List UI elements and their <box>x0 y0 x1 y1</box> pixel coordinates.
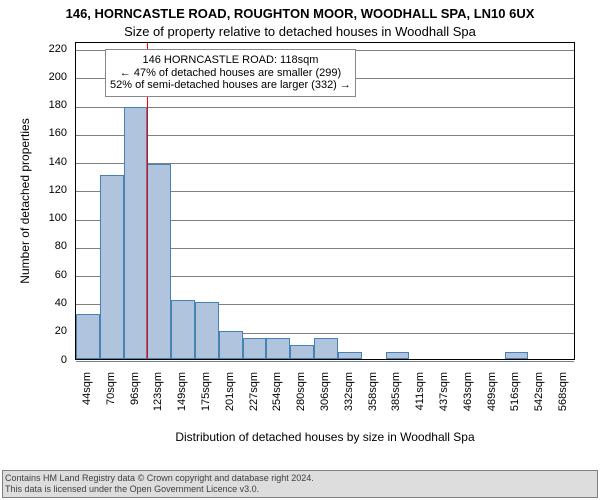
x-tick-label: 96sqm <box>129 372 141 432</box>
y-tick-label: 0 <box>0 354 67 366</box>
y-tick-label: 100 <box>0 212 67 224</box>
y-tick-label: 60 <box>0 269 67 281</box>
y-tick-label: 180 <box>0 99 67 111</box>
x-tick-label: 149sqm <box>176 372 188 432</box>
x-tick-label: 463sqm <box>462 372 474 432</box>
histogram-bar <box>100 175 124 359</box>
x-tick-label: 254sqm <box>271 372 283 432</box>
histogram-bar <box>195 302 219 359</box>
y-tick-label: 160 <box>0 127 67 139</box>
x-tick-label: 437sqm <box>438 372 450 432</box>
y-tick-label: 120 <box>0 184 67 196</box>
x-tick-label: 516sqm <box>509 372 521 432</box>
x-tick-label: 385sqm <box>390 372 402 432</box>
x-tick-label: 568sqm <box>557 372 569 432</box>
histogram-bar <box>386 352 410 359</box>
y-tick-label: 20 <box>0 325 67 337</box>
x-tick-label: 358sqm <box>367 372 379 432</box>
x-tick-label: 123sqm <box>152 372 164 432</box>
x-axis-label: Distribution of detached houses by size … <box>75 430 575 444</box>
grid-line-horizontal <box>76 135 574 136</box>
histogram-bar <box>147 164 171 359</box>
x-tick-label: 489sqm <box>486 372 498 432</box>
y-tick-label: 80 <box>0 240 67 252</box>
histogram-bar <box>219 331 243 359</box>
annotation-line-1: 146 HORNCASTLE ROAD: 118sqm <box>110 54 351 67</box>
histogram-bar <box>290 345 314 359</box>
chart-title-line2: Size of property relative to detached ho… <box>0 24 600 39</box>
histogram-bar <box>266 338 290 359</box>
chart-annotation-box: 146 HORNCASTLE ROAD: 118sqm ← 47% of det… <box>105 49 356 97</box>
grid-line-horizontal <box>76 107 574 108</box>
histogram-bar <box>314 338 338 359</box>
y-tick-label: 40 <box>0 297 67 309</box>
y-tick-label: 140 <box>0 156 67 168</box>
annotation-line-2: ← 47% of detached houses are smaller (29… <box>110 67 351 80</box>
x-tick-label: 44sqm <box>81 372 93 432</box>
y-tick-label: 220 <box>0 43 67 55</box>
histogram-bar <box>171 300 195 359</box>
y-axis-label: Number of detached properties <box>18 42 32 360</box>
histogram-bar <box>338 352 362 359</box>
x-tick-label: 411sqm <box>414 372 426 432</box>
chart-title-line1: 146, HORNCASTLE ROAD, ROUGHTON MOOR, WOO… <box>0 6 600 21</box>
x-tick-label: 227sqm <box>248 372 260 432</box>
annotation-line-3: 52% of semi-detached houses are larger (… <box>110 79 351 92</box>
x-tick-label: 332sqm <box>343 372 355 432</box>
data-licence-footer: Contains HM Land Registry data © Crown c… <box>2 470 598 498</box>
x-tick-label: 201sqm <box>224 372 236 432</box>
x-tick-label: 542sqm <box>533 372 545 432</box>
page-root: 146, HORNCASTLE ROAD, ROUGHTON MOOR, WOO… <box>0 0 600 500</box>
histogram-bar <box>505 352 529 359</box>
histogram-bar <box>243 338 267 359</box>
x-tick-label: 175sqm <box>200 372 212 432</box>
x-tick-label: 280sqm <box>295 372 307 432</box>
x-tick-label: 70sqm <box>105 372 117 432</box>
grid-line-horizontal <box>76 361 574 362</box>
histogram-bar <box>76 314 100 359</box>
x-tick-label: 306sqm <box>319 372 331 432</box>
y-tick-label: 200 <box>0 71 67 83</box>
histogram-bar <box>124 107 148 359</box>
